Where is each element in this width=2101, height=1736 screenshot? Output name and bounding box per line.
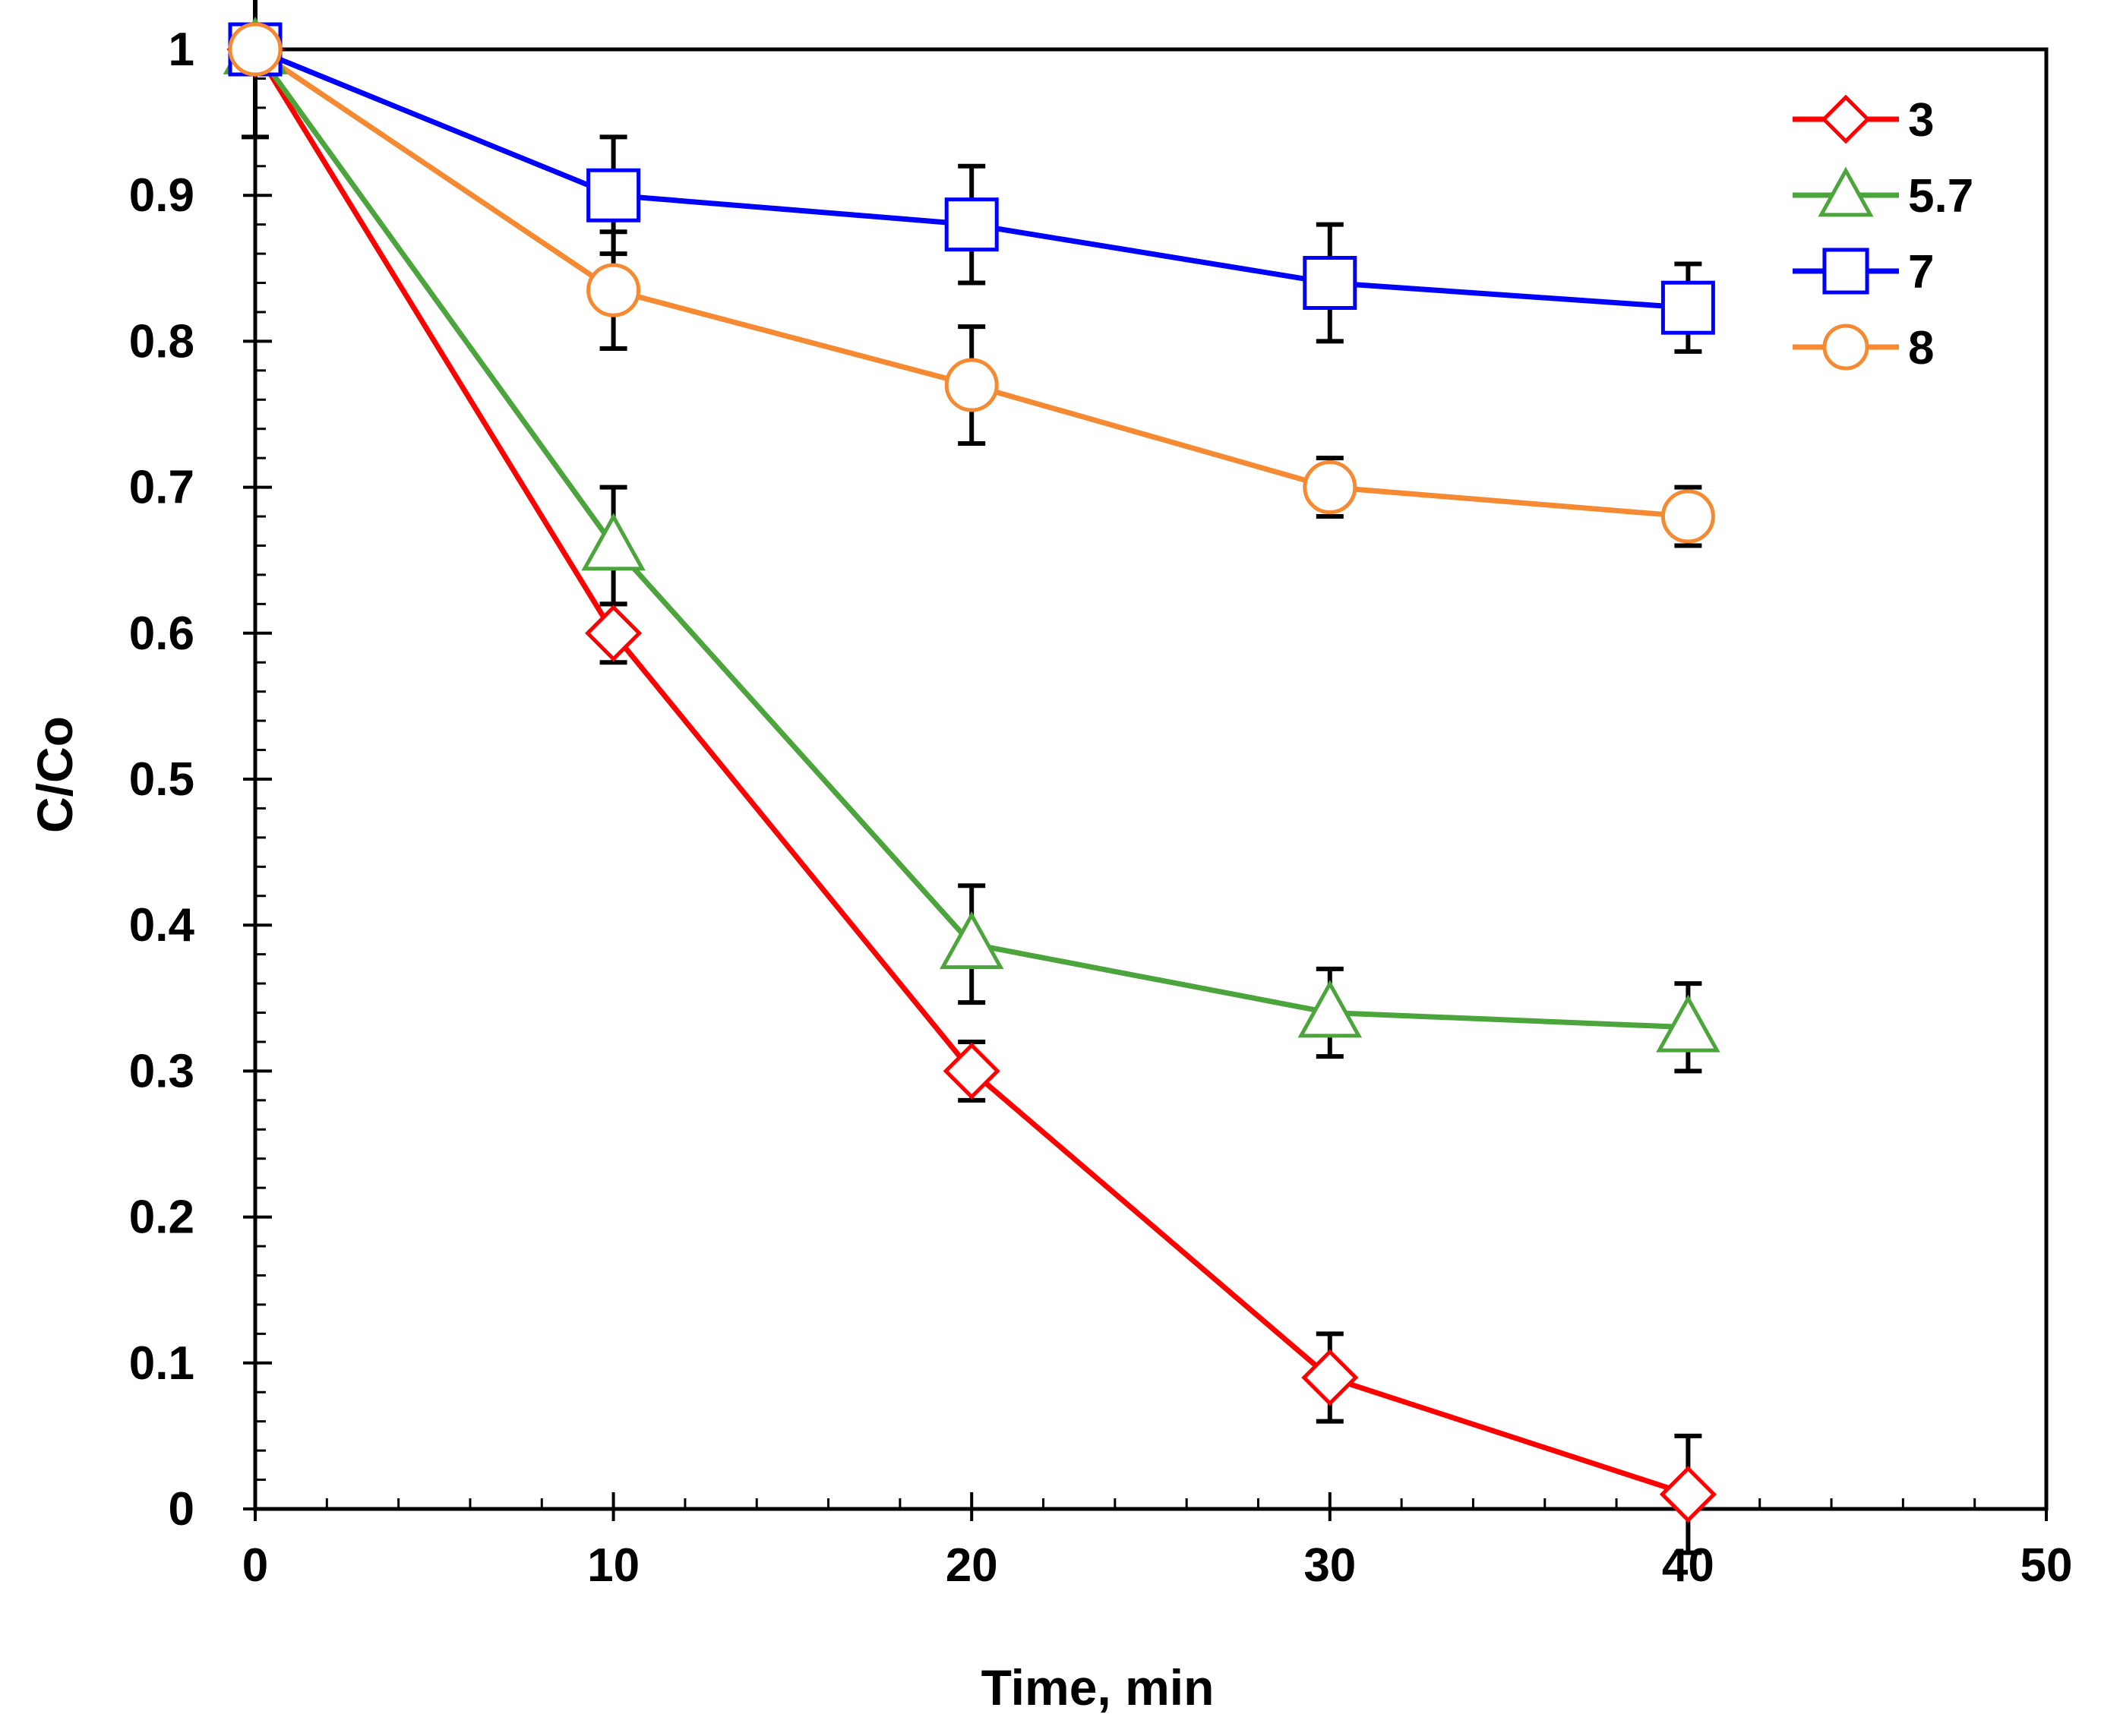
- marker-7: [1303, 256, 1357, 311]
- y-axis-title: C/Co: [27, 716, 83, 833]
- legend-label-7: 7: [1908, 246, 1934, 298]
- x-tick-label: 0: [242, 1539, 268, 1592]
- y-tick-label: 1: [169, 24, 194, 76]
- marker-8: [1660, 489, 1715, 544]
- y-tick-label: 0.4: [129, 899, 195, 952]
- marker-7: [944, 197, 999, 252]
- x-tick-label: 50: [2020, 1539, 2073, 1592]
- y-tick-label: 0.7: [129, 462, 194, 514]
- x-tick-label: 30: [1303, 1539, 1356, 1592]
- marker-7: [586, 168, 641, 223]
- legend-label-5.7: 5.7: [1908, 170, 1973, 223]
- legend-label-3: 3: [1908, 94, 1934, 147]
- y-tick-label: 0.8: [129, 315, 194, 368]
- legend-label-8: 8: [1908, 322, 1934, 374]
- marker-8: [1303, 460, 1357, 515]
- marker-8: [586, 263, 641, 317]
- marker-3: [585, 604, 643, 662]
- legend-marker-3: [1821, 94, 1871, 144]
- marker-3: [943, 1042, 1000, 1100]
- legend-marker-7: [1822, 248, 1869, 295]
- marker-3: [1659, 1466, 1717, 1523]
- y-tick-label: 0.9: [129, 169, 194, 222]
- marker-8: [228, 22, 283, 77]
- legend-marker-5.7: [1818, 166, 1874, 217]
- x-axis-title: Time, min: [981, 1659, 1215, 1715]
- x-tick-label: 10: [587, 1539, 640, 1592]
- marker-8: [944, 358, 999, 412]
- y-tick-label: 0.6: [129, 608, 194, 660]
- y-tick-label: 0.5: [129, 753, 194, 806]
- y-tick-label: 0.1: [129, 1337, 194, 1390]
- plot-area: [253, 47, 2049, 1511]
- marker-5.7: [1297, 980, 1363, 1038]
- x-tick-label: 20: [946, 1539, 998, 1592]
- legend: 3 5.7 7 8: [1793, 94, 1973, 374]
- marker-5.7: [939, 911, 1004, 970]
- y-tick-label: 0.3: [129, 1045, 194, 1097]
- marker-5.7: [581, 513, 646, 571]
- y-tick-label: 0: [169, 1483, 194, 1536]
- marker-3: [1301, 1349, 1359, 1406]
- y-tick-label: 0.2: [129, 1192, 194, 1244]
- data-markers: [223, 16, 1720, 1523]
- marker-5.7: [1656, 994, 1720, 1053]
- legend-marker-8: [1822, 324, 1869, 371]
- marker-7: [1660, 280, 1715, 335]
